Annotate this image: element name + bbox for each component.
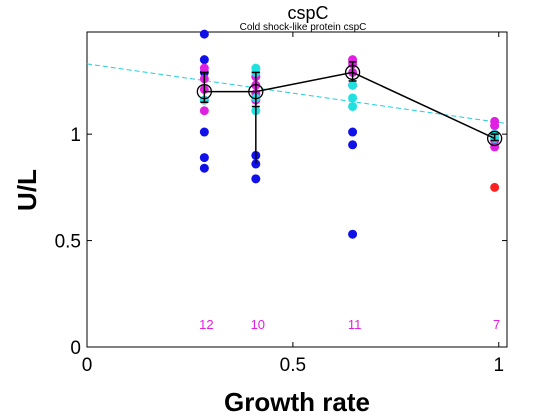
count-labels: 12 10 11 7 [199,317,500,332]
mean-line [204,71,495,140]
blue-point [348,229,358,239]
fit-line-group [86,63,508,125]
x-tick-label: 0.5 [280,355,306,376]
blue-point [199,153,209,163]
fit-line [86,63,508,125]
blue-point [348,140,358,150]
y-axis-label: U/L [12,169,42,211]
y-tick-label: 0.5 [55,232,81,253]
mean-line-group [196,61,503,164]
count-label: 12 [199,317,213,332]
x-tick-label: 0 [82,355,93,376]
mean-marker [196,83,213,100]
blue-point [199,55,209,65]
axis-ticks: 0 0.5 100.51 [55,32,507,376]
blue-point [251,174,261,184]
cyan-point [348,101,358,111]
count-label: 11 [348,317,362,332]
magenta-point [199,106,209,116]
count-label: 7 [493,317,500,332]
y-tick-label: 1 [70,125,81,146]
blue-point [199,163,209,173]
cyan-point [348,93,358,103]
data-points [199,29,500,239]
x-tick-label: 1 [493,355,504,376]
magenta-point [490,142,500,152]
magenta-point [490,121,500,131]
magenta-point [199,63,209,73]
blue-point [348,127,358,137]
count-label: 10 [251,317,265,332]
chart-subtitle: Cold shock-like protein cspC [240,22,367,33]
x-axis-label: Growth rate [224,387,370,417]
red-point [490,182,500,192]
plot-area [86,31,508,348]
mean-marker [344,64,361,81]
y-tick-label: 0 [70,338,81,359]
mean-marker [486,130,503,147]
blue-point [199,29,209,39]
cyan-point [348,80,358,90]
chart-title: cspC [287,3,328,23]
blue-point [199,127,209,137]
